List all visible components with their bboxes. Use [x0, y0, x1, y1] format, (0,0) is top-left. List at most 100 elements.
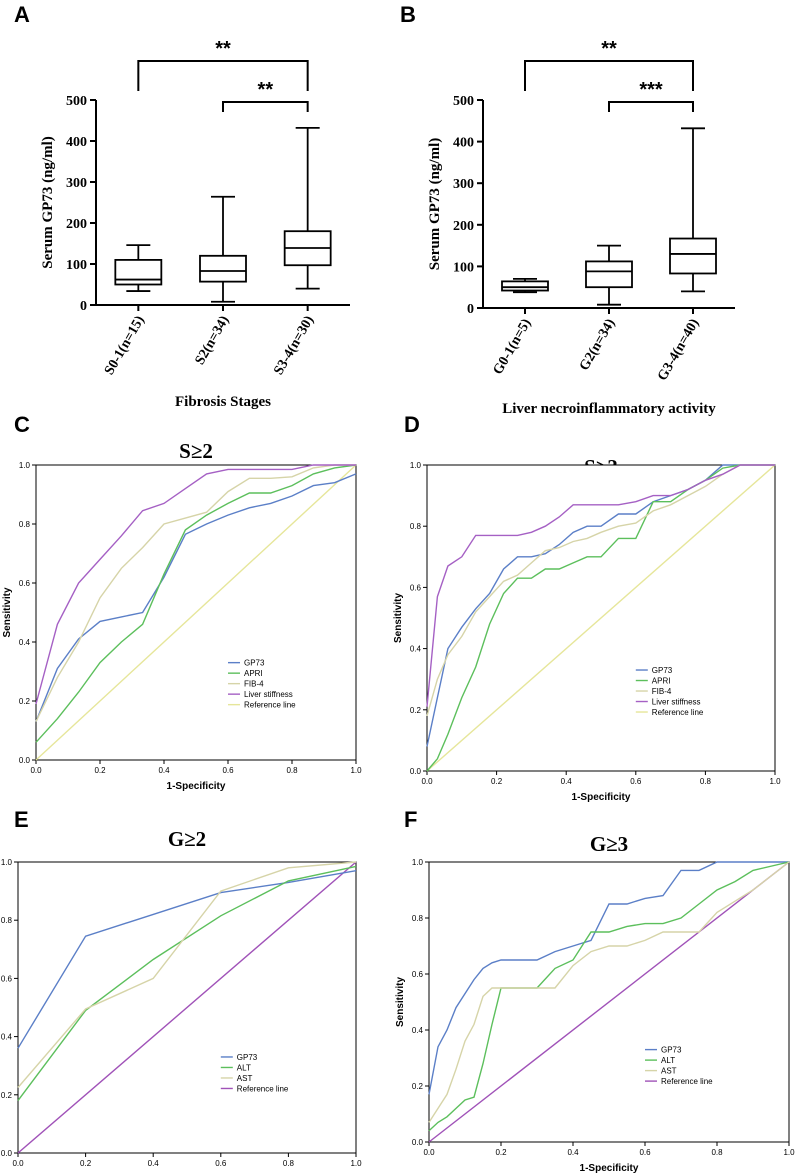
x-tick-label: 0.2 — [491, 777, 503, 786]
box-1 — [501, 277, 549, 294]
legend-label: GP73 — [237, 1053, 258, 1062]
x-axis-label: Liver necroinflammatory activity — [502, 401, 716, 417]
roc-line-gp73 — [17, 870, 357, 1049]
significance-label: ** — [215, 38, 231, 60]
y-tick-label: 0.8 — [19, 520, 31, 529]
panel-label: B — [400, 2, 416, 27]
x-tick-label: 0.6 — [215, 1159, 227, 1168]
x-tick-label: 0.8 — [283, 1159, 295, 1168]
x-tick-label: 0.8 — [711, 1148, 723, 1157]
y-tick-label: 0.8 — [412, 914, 424, 923]
roc-panel-c: C S≥2 0.00.0 0.2 0.2 0.4 0.4 0.6 0.6 0.8 0.8 1.0 1.0… — [2, 412, 362, 792]
box-1 — [114, 244, 163, 292]
box-3 — [283, 126, 332, 290]
roc-panel-e: E G≥2 0.00.0 0.2 0.2 0.4 0.4 0.6 0.6 0.8 0.8 1.0 1.0… — [1, 807, 362, 1168]
x-axis-label: 1-Specificity — [572, 792, 631, 803]
legend-label: Reference line — [237, 1084, 289, 1093]
roc-line-ast — [428, 861, 790, 1123]
legend-label: GP73 — [244, 659, 265, 668]
y-tick-label: 300 — [66, 176, 87, 191]
legend-label: ALT — [661, 1056, 675, 1065]
x-category-label: G2(n=34) — [577, 316, 619, 373]
chart-title: G≥2 — [168, 827, 206, 851]
significance-bracket — [137, 60, 309, 91]
panel-label: C — [14, 412, 30, 437]
roc-line-reference-line — [35, 464, 357, 761]
x-tick-label: 0.6 — [630, 777, 642, 786]
y-tick-label: 0.8 — [410, 522, 422, 531]
significance-label: ** — [258, 79, 274, 101]
y-tick-label: 0.6 — [19, 579, 31, 588]
x-axis-label: Fibrosis Stages — [175, 394, 271, 410]
y-tick-label: 200 — [453, 219, 474, 234]
y-tick-label: 0.4 — [19, 638, 31, 647]
y-tick-label: 0.6 — [412, 970, 424, 979]
y-tick-label: 500 — [453, 94, 474, 109]
roc-line-fib-4 — [426, 464, 775, 717]
legend-label: Reference line — [244, 701, 296, 710]
panel-label: F — [404, 807, 417, 832]
boxplot-panel-b: B 0 100 200 300 400 500 Serum GP73 (ng/ml) G0-1(… — [400, 2, 735, 417]
x-category-label: S0-1(n=15) — [102, 313, 148, 378]
y-axis-label: Sensitivity — [395, 977, 406, 1027]
y-tick-label: 1.0 — [1, 858, 13, 867]
y-axis-label: Serum GP73 (ng/ml) — [40, 136, 56, 269]
chart-title: S≥2 — [179, 439, 213, 463]
x-tick-label: 0.6 — [222, 766, 234, 775]
significance-label: *** — [639, 79, 663, 101]
y-tick-label: 0.4 — [1, 1033, 13, 1042]
y-tick-label: 0.2 — [410, 706, 422, 715]
box-iqr — [585, 260, 633, 289]
significance-bracket — [608, 101, 694, 112]
y-tick-label: 300 — [453, 177, 474, 192]
legend-label: Liver stiffness — [244, 690, 293, 699]
roc-line-fib-4 — [35, 464, 356, 722]
x-category-label: G0-1(n=5) — [491, 316, 535, 377]
box-iqr — [501, 280, 549, 292]
box-iqr — [669, 237, 717, 275]
y-tick-label: 0.0 — [1, 1149, 13, 1158]
y-axis-label: Sensitivity — [2, 587, 13, 637]
y-tick-label: 1.0 — [410, 461, 422, 470]
roc-line-ast — [17, 861, 357, 1088]
x-tick-label: 1.0 — [350, 766, 362, 775]
roc-panel-f: F G≥3 0.00.0 0.2 0.2 0.4 0.4 0.6 0.6 0.8 0.8 1.0 1.0… — [395, 807, 795, 1174]
x-tick-label: 0.0 — [12, 1159, 24, 1168]
roc-line-liver-stiffness — [35, 464, 356, 705]
x-axis-label: 1-Specificity — [580, 1163, 639, 1174]
y-axis-label: Serum GP73 (ng/ml) — [427, 138, 443, 271]
roc-line-gp73 — [428, 861, 789, 1095]
significance-bracket — [524, 60, 694, 91]
y-tick-label: 100 — [66, 258, 87, 273]
legend-label: ALT — [237, 1063, 251, 1072]
x-tick-label: 0.8 — [286, 766, 298, 775]
x-category-label: S3-4(n=30) — [271, 313, 317, 378]
x-tick-label: 0.0 — [421, 777, 433, 786]
significance-bracket — [222, 101, 309, 112]
x-category-label: G3-4(n=40) — [655, 316, 702, 383]
x-axis-label: 1-Specificity — [167, 781, 226, 792]
y-tick-label: 200 — [66, 217, 87, 232]
legend-label: GP73 — [652, 666, 673, 675]
legend-label: FIB-4 — [652, 687, 672, 696]
x-tick-label: 0.6 — [639, 1148, 651, 1157]
y-tick-label: 0.4 — [412, 1026, 424, 1035]
x-tick-label: 0.0 — [423, 1148, 435, 1157]
panel-label: D — [404, 412, 420, 437]
y-tick-label: 0 — [467, 302, 474, 317]
legend-label: APRI — [652, 677, 671, 686]
legend-label: AST — [661, 1067, 677, 1076]
box-2 — [585, 244, 633, 306]
y-tick-label: 0.6 — [1, 974, 13, 983]
x-category-label: S2(n=34) — [193, 313, 233, 367]
x-tick-label: 0.4 — [561, 777, 573, 786]
box-2 — [199, 195, 247, 303]
legend-label: Liver stiffness — [652, 698, 701, 707]
legend-label: FIB-4 — [244, 680, 264, 689]
y-tick-label: 0.6 — [410, 583, 422, 592]
box-iqr — [199, 254, 247, 283]
panel-label: E — [14, 807, 29, 832]
x-tick-label: 0.4 — [148, 1159, 160, 1168]
boxplot-panel-a: A 0 100 200 300 400 500 Serum GP73 (ng/ml) S0-1(… — [14, 2, 350, 410]
